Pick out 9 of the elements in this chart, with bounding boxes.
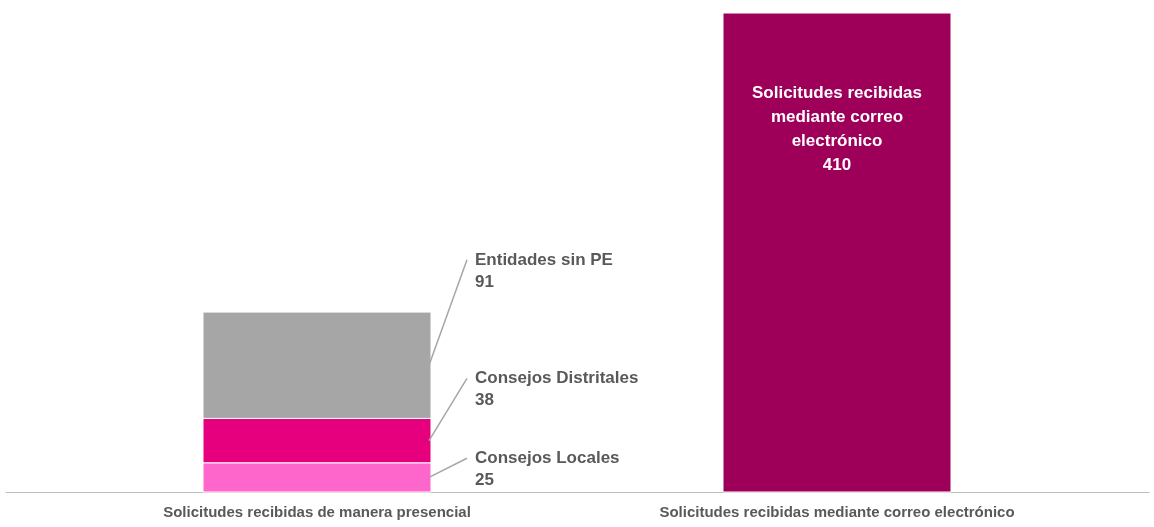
text: Consejos Distritales (475, 368, 639, 388)
series-label: Solicitudes recibidas mediante correo electrónico (751, 82, 923, 150)
data-label: 25 (475, 470, 494, 490)
data-label: 38 (475, 390, 494, 410)
data-label: 91 (475, 271, 494, 291)
x-tick-label: Solicitudes recibidas de manera presencial (163, 502, 471, 520)
text: Entidades sin PE (475, 249, 613, 269)
data-label: 410 (822, 154, 852, 174)
text: Consejos Locales (475, 448, 620, 468)
